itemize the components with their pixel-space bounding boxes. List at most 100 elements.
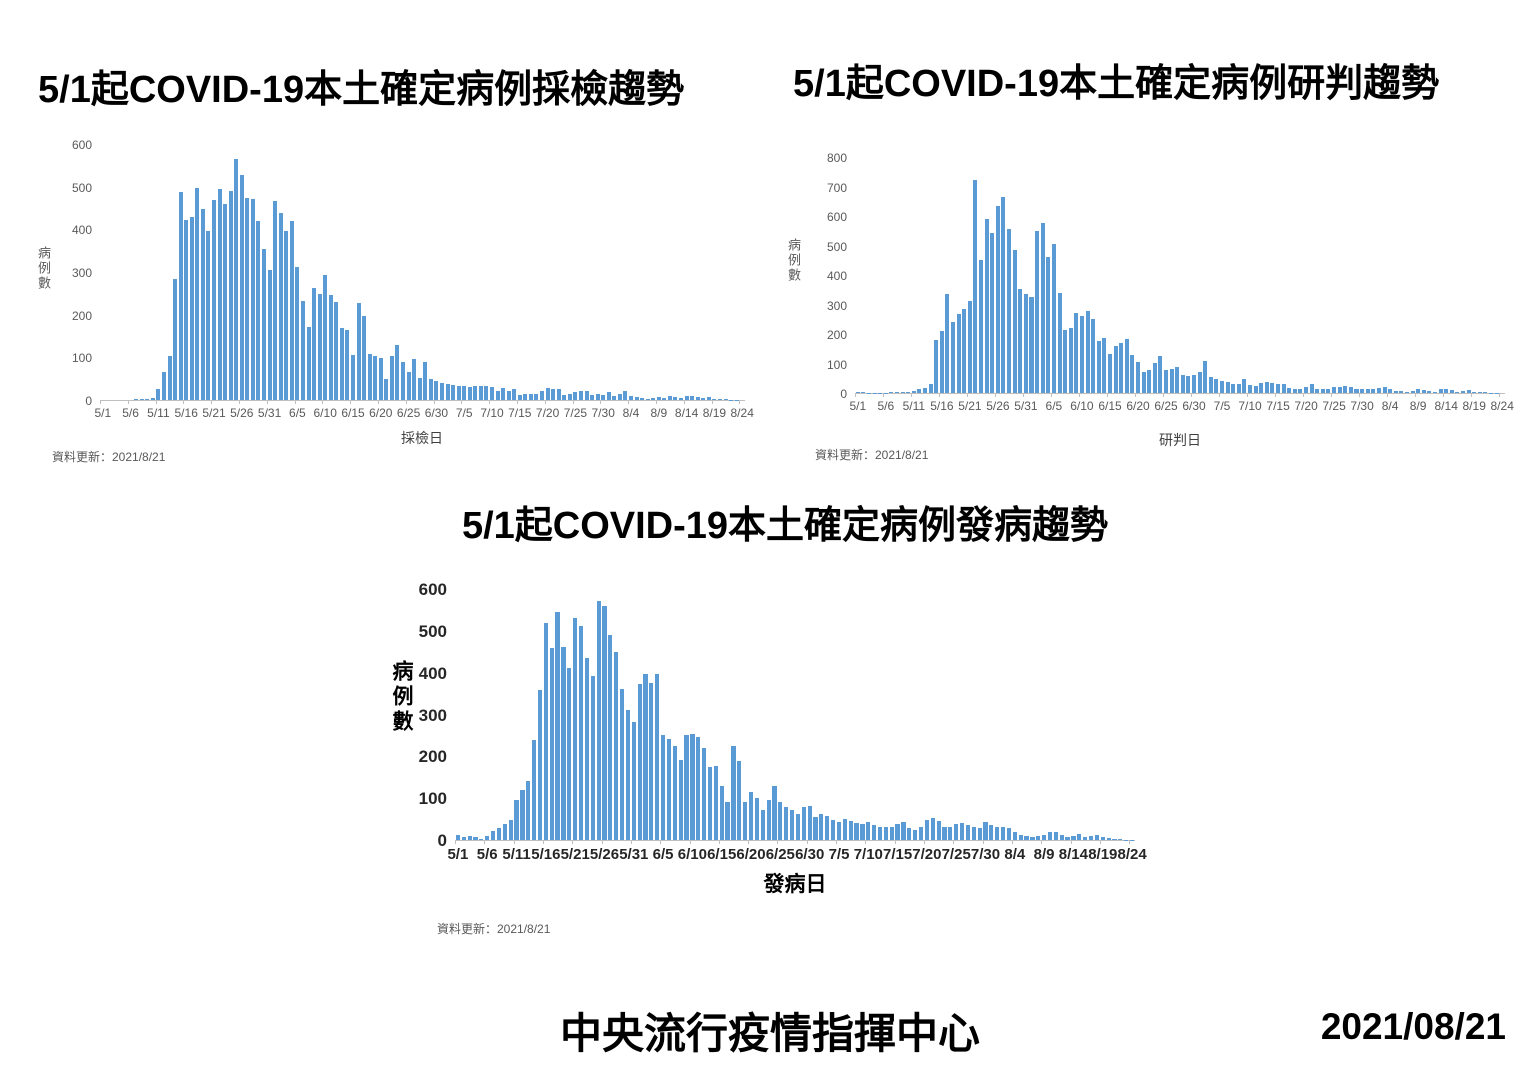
axis-tick-mark bbox=[656, 400, 657, 404]
y-tick-label: 0 bbox=[85, 394, 92, 408]
bar bbox=[339, 328, 344, 400]
x-tick-label: 8/9 bbox=[1033, 846, 1055, 863]
axis-tick-mark bbox=[683, 400, 685, 404]
bar bbox=[1354, 388, 1359, 393]
bar bbox=[813, 817, 818, 840]
bar bbox=[300, 301, 305, 400]
bar bbox=[178, 191, 183, 400]
x-tick-label: 8/24 bbox=[1490, 399, 1514, 413]
bar bbox=[184, 219, 189, 400]
axis-tick-mark bbox=[628, 400, 630, 404]
axis-tick-mark bbox=[405, 400, 407, 404]
bar bbox=[989, 825, 994, 840]
bar bbox=[1018, 289, 1023, 393]
bar bbox=[1348, 386, 1353, 393]
bar bbox=[936, 821, 941, 840]
x-tick-label: 5/31 bbox=[619, 846, 649, 863]
x-tick-label: 7/20 bbox=[1294, 399, 1318, 413]
bar bbox=[1071, 835, 1076, 840]
axis-tick-mark bbox=[322, 400, 324, 404]
bar bbox=[907, 828, 912, 840]
axis-tick-mark bbox=[1011, 840, 1013, 844]
bar bbox=[1388, 389, 1393, 393]
bar bbox=[1106, 837, 1111, 840]
bar bbox=[1000, 826, 1006, 840]
bar bbox=[855, 391, 860, 393]
bar bbox=[1077, 833, 1082, 840]
bar bbox=[723, 399, 728, 400]
bar bbox=[608, 635, 613, 840]
bar bbox=[924, 819, 929, 840]
bar bbox=[189, 217, 194, 400]
bar bbox=[1112, 838, 1117, 840]
bar bbox=[451, 385, 456, 400]
bar bbox=[883, 826, 888, 840]
axis-tick-mark bbox=[1359, 393, 1361, 397]
chart-title: 5/1起COVID-19本土確定病例發病趨勢 bbox=[461, 505, 1109, 547]
bar bbox=[606, 392, 611, 400]
bar bbox=[1444, 389, 1449, 393]
axis-tick-mark bbox=[836, 840, 837, 844]
bar bbox=[696, 737, 701, 840]
x-tick-label: 6/15 bbox=[341, 406, 365, 420]
bar bbox=[1399, 390, 1404, 393]
x-tick-label: 7/15 bbox=[882, 846, 913, 863]
x-tick-label: 6/20 bbox=[1126, 399, 1150, 413]
bar bbox=[520, 789, 525, 840]
x-tick-label: 8/24 bbox=[730, 406, 754, 420]
bar bbox=[1197, 372, 1202, 393]
x-tick-label: 5/1 bbox=[849, 399, 867, 413]
bar bbox=[637, 684, 642, 840]
y-tick-label: 700 bbox=[826, 180, 847, 195]
axis-tick-mark bbox=[572, 840, 574, 844]
bar bbox=[629, 395, 633, 400]
bar bbox=[139, 398, 144, 400]
axis-tick-mark bbox=[544, 400, 546, 404]
y-tick-label: 100 bbox=[826, 357, 847, 372]
axis-tick-mark bbox=[1331, 393, 1333, 397]
bar bbox=[173, 279, 178, 400]
bar bbox=[1180, 374, 1185, 393]
bar bbox=[701, 397, 706, 400]
bar bbox=[1276, 384, 1281, 393]
bar bbox=[467, 835, 472, 840]
x-tick-label: 6/30 bbox=[795, 846, 825, 863]
bar bbox=[1483, 392, 1488, 393]
bar bbox=[1042, 834, 1047, 840]
bar bbox=[1119, 342, 1124, 393]
axis-tick-mark bbox=[127, 400, 129, 404]
bar bbox=[979, 260, 984, 393]
x-tick-label: 5/21 bbox=[958, 399, 982, 413]
bar bbox=[1006, 828, 1012, 840]
bar bbox=[1053, 831, 1058, 840]
bar bbox=[417, 377, 422, 400]
bar bbox=[1304, 386, 1309, 393]
y-axis-title: 病例數 bbox=[36, 246, 51, 291]
axis-tick-mark bbox=[100, 400, 101, 404]
x-tick-label: 8/4 bbox=[622, 406, 640, 420]
bar bbox=[778, 801, 783, 840]
x-tick-label: 8/14 bbox=[1058, 846, 1088, 863]
chart-title: 5/1起COVID-19本土確定病例研判趨勢 bbox=[793, 63, 1440, 105]
bar bbox=[1169, 369, 1174, 393]
bar bbox=[725, 802, 730, 840]
bar bbox=[1404, 391, 1409, 393]
bar bbox=[484, 386, 489, 400]
bar bbox=[590, 676, 595, 840]
bar bbox=[517, 394, 522, 400]
x-tick-label: 5/16 bbox=[174, 406, 198, 420]
y-tick-label: 500 bbox=[418, 621, 447, 641]
bar bbox=[289, 221, 294, 400]
bar bbox=[1242, 378, 1247, 393]
bar bbox=[640, 397, 645, 400]
bar bbox=[717, 399, 722, 400]
axis-tick-mark bbox=[967, 393, 969, 397]
bar bbox=[678, 759, 683, 840]
bar bbox=[1320, 389, 1325, 393]
bar bbox=[1186, 375, 1191, 393]
axis-tick-mark bbox=[266, 400, 268, 404]
axis-tick-mark bbox=[777, 840, 779, 844]
x-tick-label: 5/31 bbox=[1014, 399, 1038, 413]
bar bbox=[502, 824, 507, 840]
bar bbox=[406, 372, 411, 400]
